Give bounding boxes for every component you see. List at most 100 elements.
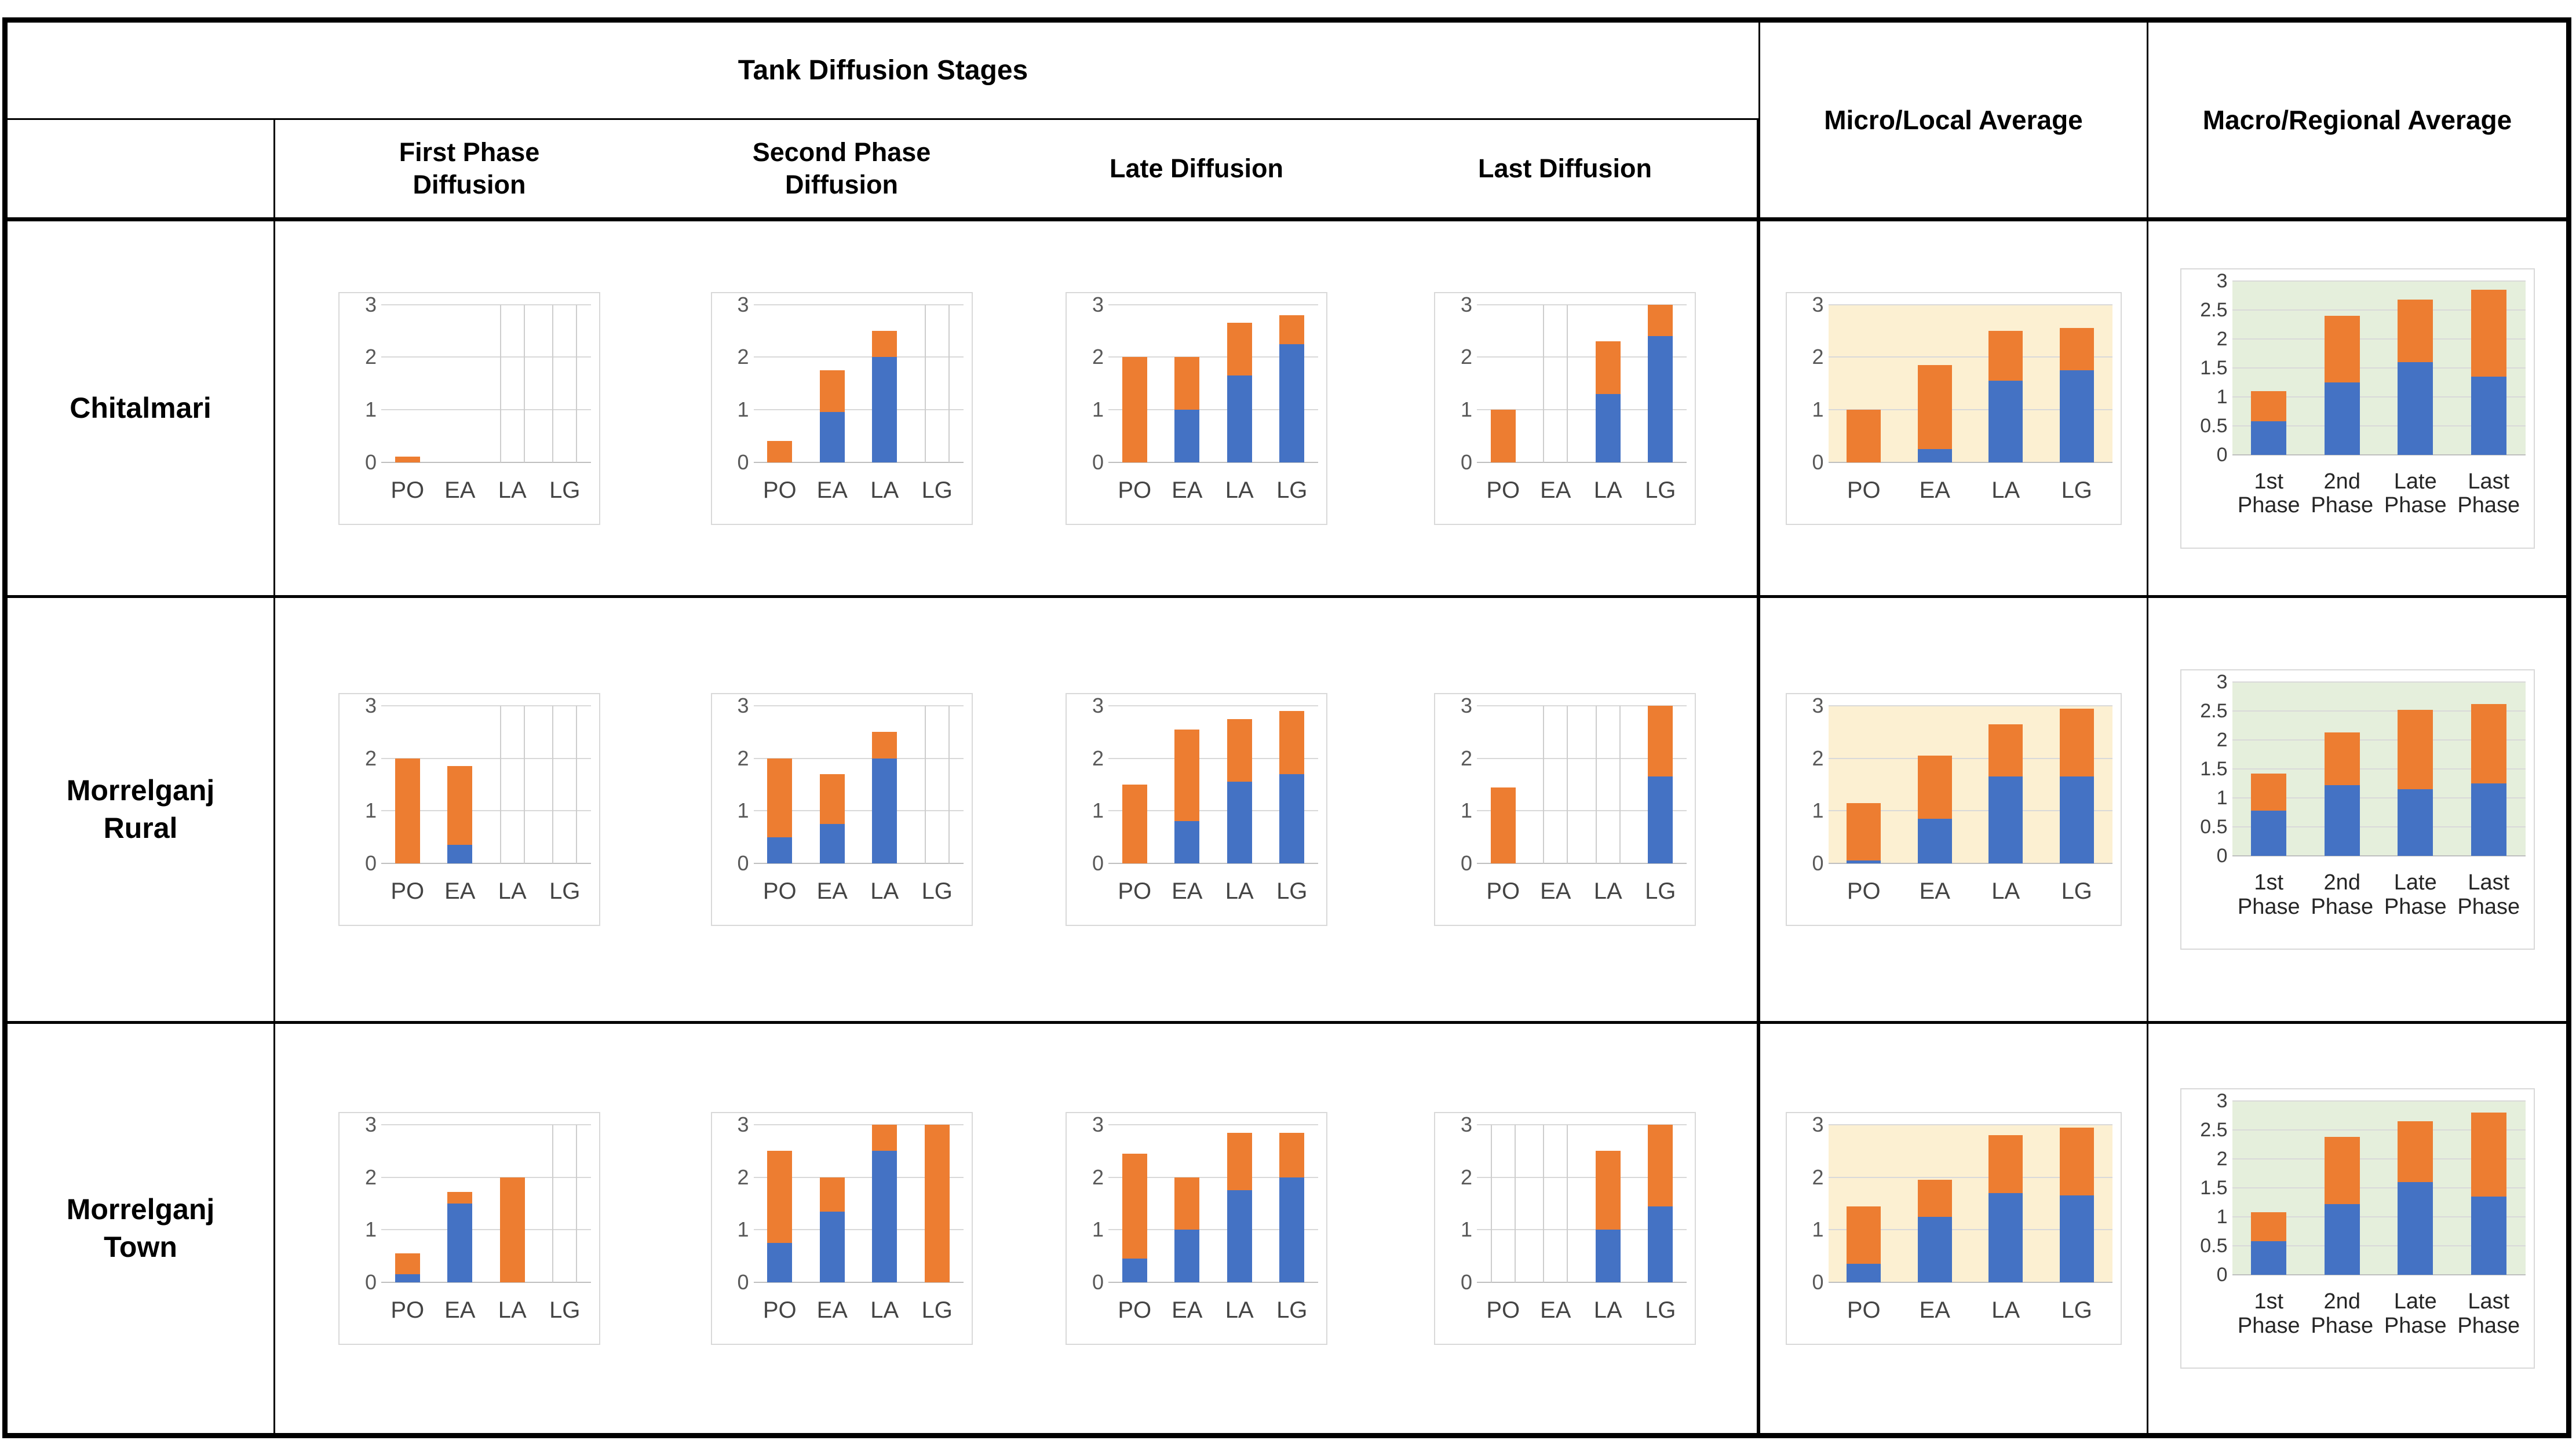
gridline [1828,757,2112,759]
bar-segment-orange [447,766,473,845]
empty-bar-outline [1543,1125,1568,1282]
category-label: LA [870,878,899,904]
macro-stacked-bar-chart: 0 0.5 1 1.5 2 2.5 3 1st Phase 2nd Phase Late Phase La… [2180,268,2535,549]
category-label: PO [1847,1297,1881,1323]
category-label: 1st Phase [2237,1289,2300,1338]
category-label: PO [391,878,425,904]
bar-slot [911,706,964,863]
empty-bar-outline [552,1125,578,1282]
gridline [1108,304,1318,305]
x-axis-labels: PO EA LA LG [1108,1297,1318,1334]
plot-area [753,304,964,463]
bar-segment-blue [1595,1230,1621,1282]
gridline [2232,309,2526,311]
bar-segment-blue [872,1151,897,1282]
category-label: PO [1118,1297,1152,1323]
stage-stacked-bar-chart: 0 1 2 3 PO EA LA LG [710,291,973,525]
chart-cell-macro: 0 0.5 1 1.5 2 2.5 3 1st Phase 2nd Phase Late Phase La… [2147,1024,2566,1433]
x-axis-labels: PO EA LA LG [1477,878,1687,916]
bar-slot [2379,682,2453,856]
gridline [1477,1124,1687,1125]
x-axis-labels: PO EA LA LG [1829,1297,2112,1334]
gridline [1477,705,1687,706]
gridline [1477,304,1687,305]
chart-cell: 0 1 2 3 PO EA LA LG [275,1024,663,1433]
category-label: EA [1919,878,1950,904]
bar-slot [1829,305,1900,462]
bar-segment-blue [2324,382,2360,455]
bar-segment-orange [1490,787,1516,863]
category-label: Late Phase [2384,870,2447,919]
gridline [381,1176,591,1178]
x-axis-labels: PO EA LA LG [1477,1297,1687,1334]
gridline [1108,705,1318,706]
bar-slot [2379,281,2453,455]
x-axis-labels: PO EA LA LG [754,878,964,916]
bar-slot [1829,706,1900,863]
gridline [381,1282,591,1283]
gridline [753,356,964,358]
bar-segment-orange [1917,1180,1952,1217]
stage-stacked-bar-chart: 0 1 2 3 PO EA LA LG [1434,1112,1696,1345]
bar-segment-orange [1279,711,1305,774]
bar-segment-orange [2398,299,2433,362]
plot-area [1108,304,1318,463]
bar-slot [1899,305,1971,462]
bar-segment-blue [1279,344,1305,462]
bar-segment-orange [1279,315,1305,344]
bar-segment-blue [767,1243,793,1282]
bar-segment-blue [1227,1190,1252,1282]
empty-bar-outline [499,304,525,462]
gridline [2232,1274,2526,1275]
category-label: EA [444,477,476,503]
category-label: LA [870,1297,899,1323]
bar-segment-orange [2324,1137,2360,1204]
category-label: LG [2061,1297,2092,1323]
bar-segment-orange [1595,341,1621,394]
category-label: EA [1540,477,1571,503]
category-label: Last Phase [2457,469,2520,518]
bar-segment-orange [1847,803,1881,861]
bar-segment-blue [1122,1259,1147,1282]
category-label: LG [1645,878,1676,904]
bar-segment-orange [2251,774,2287,811]
bar-segment-blue [1279,774,1305,863]
bar-slot [1582,305,1634,462]
bar-segment-blue [819,412,845,462]
stage-stacked-bar-chart: 0 1 2 3 PO EA LA LG [338,291,600,525]
bar-slot [434,1125,487,1282]
bar-segment-orange [1227,1132,1252,1191]
bar-segment-orange [1279,1132,1305,1177]
stage-header-last-diffusion: Last Diffusion [1373,120,1758,221]
bar-slot [1477,305,1530,462]
category-label: PO [1486,477,1520,503]
bar-segment-orange [1847,409,1881,462]
category-label: PO [1847,477,1881,503]
gridline [2232,1158,2526,1159]
bar-slot [1161,1125,1214,1282]
gridline [1477,863,1687,864]
bar-segment-blue [2398,789,2433,856]
gridline [381,409,591,410]
chart-cell-micro: 0 1 2 3 PO EA LA LG [1758,1024,2147,1433]
micro-stacked-bar-chart: 0 1 2 3 PO EA LA LG [1785,291,2122,525]
empty-bar-outline [924,304,950,462]
category-label: LA [1593,477,1622,503]
bar-segment-orange [2471,704,2506,783]
x-axis-labels: 1st Phase 2nd Phase Late Phase Last Phase [2232,1289,2526,1358]
bar-segment-orange [1174,729,1200,822]
gridline [2232,1129,2526,1131]
bar-segment-orange [872,1125,897,1151]
gridline [1828,1229,2112,1231]
bar-slot [1266,1125,1319,1282]
plot-area [753,705,964,864]
category-label: Late Phase [2384,1289,2447,1338]
bar-segment-blue [2251,811,2287,856]
bar-segment-blue [1917,448,1952,462]
gridline [381,356,591,358]
bar-segment-orange [1988,1135,2023,1193]
